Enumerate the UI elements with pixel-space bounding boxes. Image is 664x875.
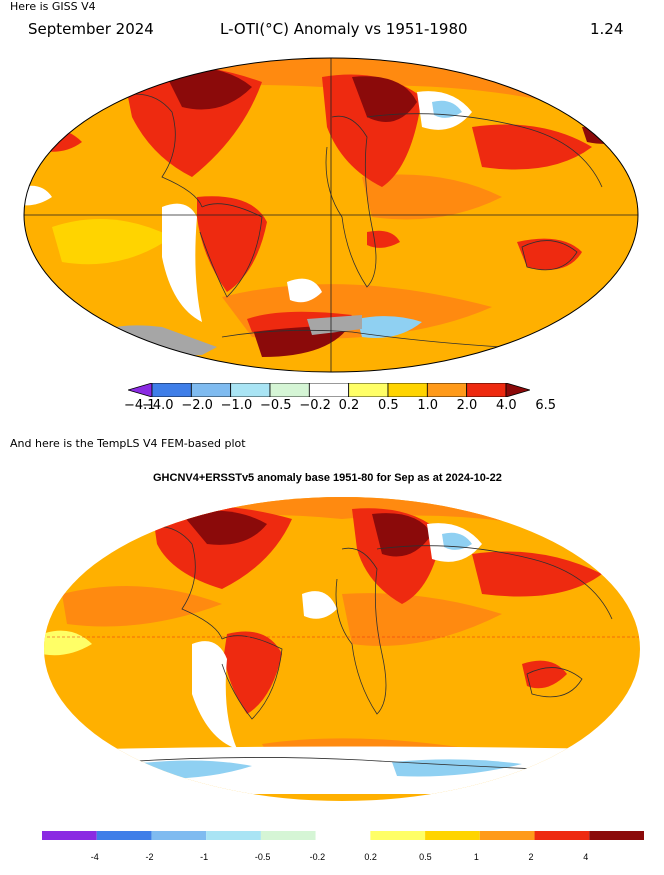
giss-cool-region (357, 316, 422, 338)
giss-global-mean: 1.24 (590, 20, 624, 38)
giss-colorbar-tick-label: 0.5 (378, 398, 399, 413)
giss-hot-region (197, 196, 267, 292)
giss-neutral-region (24, 185, 52, 206)
templs-colorbar-segment (151, 831, 207, 840)
templs-colorbar-tick-label: -4 (90, 852, 99, 862)
giss-colorbar-segment (269, 383, 310, 397)
templs-colorbar-tick-label: -0.2 (309, 852, 326, 862)
giss-colorbar-labels: −4.1 −4.0 −2.0 −1.0 −0.5 −0.2 0.2 0.5 1.0 2.0 4.0 6… (0, 398, 664, 416)
giss-colorbar-tick-label: 0.2 (338, 398, 360, 413)
templs-colorbar-tick-label: -0.5 (254, 852, 271, 862)
giss-colorbar-segment (466, 383, 507, 397)
giss-colorbar-tick-label: −4.1 (124, 398, 156, 413)
giss-colorbar-tick-label: −4.0 (142, 398, 174, 413)
giss-map-border (23, 57, 639, 373)
templs-hot-region (224, 631, 282, 714)
giss-colorbar-segment (190, 383, 232, 397)
templs-caption: And here is the TempLS V4 FEM-based plot (10, 437, 246, 450)
giss-missing-data (307, 315, 362, 335)
giss-colorbar-segment (151, 383, 192, 397)
giss-colorbar-segment (128, 383, 153, 397)
templs-colorbar-segment (425, 831, 480, 840)
giss-colorbar-tick-label: 6.5 (535, 398, 557, 413)
giss-colorbar-tick-label: 2.0 (456, 398, 478, 413)
giss-colorbar-tick-label: −0.2 (299, 398, 331, 413)
giss-warm-region (52, 219, 172, 265)
templs-colorbar-segment (534, 831, 590, 840)
templs-colorbar-labels: -4 -2 -1 -0.5 -0.2 0.2 0.5 1 2 4 (0, 852, 664, 866)
templs-colorbar-segment (42, 831, 97, 840)
giss-colorbar-segment (348, 383, 389, 397)
templs-colorbar-segment (589, 831, 644, 840)
templs-warm-region (62, 586, 222, 627)
templs-colorbar-tick-label: 4 (583, 852, 589, 862)
giss-cool-region (432, 100, 462, 118)
giss-date: September 2024 (28, 20, 154, 38)
giss-colorbar-tick-label: −2.0 (181, 398, 213, 413)
giss-coastline (221, 329, 503, 348)
giss-hot-region (472, 124, 592, 170)
templs-neutral-region (82, 746, 602, 794)
templs-colorbar-tick-label: 0.2 (364, 852, 377, 862)
templs-colorbar (42, 831, 644, 840)
giss-colorbar-segment (387, 383, 428, 397)
giss-anomaly-map (23, 57, 639, 373)
giss-extreme-region (352, 76, 417, 122)
giss-colorbar-tick-label: 1.0 (417, 398, 439, 413)
templs-neutral-region (192, 641, 237, 749)
templs-colorbar-segment (260, 831, 316, 840)
giss-neutral-region (287, 278, 322, 303)
templs-colorbar-segment (206, 831, 261, 840)
giss-hot-region (247, 311, 352, 332)
giss-hot-region (517, 238, 582, 270)
templs-extreme-region (182, 510, 267, 545)
giss-caption: Here is GISS V4 (10, 0, 96, 13)
templs-map-title: GHCNV4+ERSSTv5 anomaly base 1951-80 for … (153, 472, 502, 484)
templs-colorbar-segment (479, 831, 535, 840)
templs-neutral-region (302, 591, 337, 619)
giss-neutral-region (162, 203, 202, 322)
giss-colorbar-tick-label: −1.0 (220, 398, 253, 413)
giss-colorbar-segment (426, 383, 468, 397)
giss-warm-region (362, 174, 502, 220)
templs-coastline (121, 757, 563, 771)
templs-hot-region (472, 551, 602, 597)
templs-colorbar-tick-label: -1 (200, 852, 209, 862)
templs-cool-region (442, 532, 472, 550)
giss-colorbar (128, 383, 530, 397)
templs-colorbar-tick-label: 0.5 (419, 852, 432, 862)
giss-colorbar-segment (230, 383, 271, 397)
templs-coastline (136, 525, 613, 720)
giss-colorbar-tick-label: 4.0 (496, 398, 517, 413)
templs-colorbar-tick-label: -2 (145, 852, 154, 862)
templs-warm-region (342, 593, 502, 646)
giss-colorbar-segment (505, 383, 530, 397)
templs-anomaly-map (44, 497, 640, 801)
giss-coastline (116, 93, 603, 298)
templs-colorbar-tick-label: 2 (528, 852, 534, 862)
templs-colorbar-segment (96, 831, 152, 840)
templs-colorbar-tick-label: 1 (473, 852, 479, 862)
templs-colorbar-segment (315, 831, 371, 840)
giss-colorbar-tick-label: −0.5 (260, 398, 292, 413)
giss-map-title: L-OTI(°C) Anomaly vs 1951-1980 (220, 20, 468, 38)
giss-colorbar-segment (308, 383, 350, 397)
templs-colorbar-segment (370, 831, 426, 840)
